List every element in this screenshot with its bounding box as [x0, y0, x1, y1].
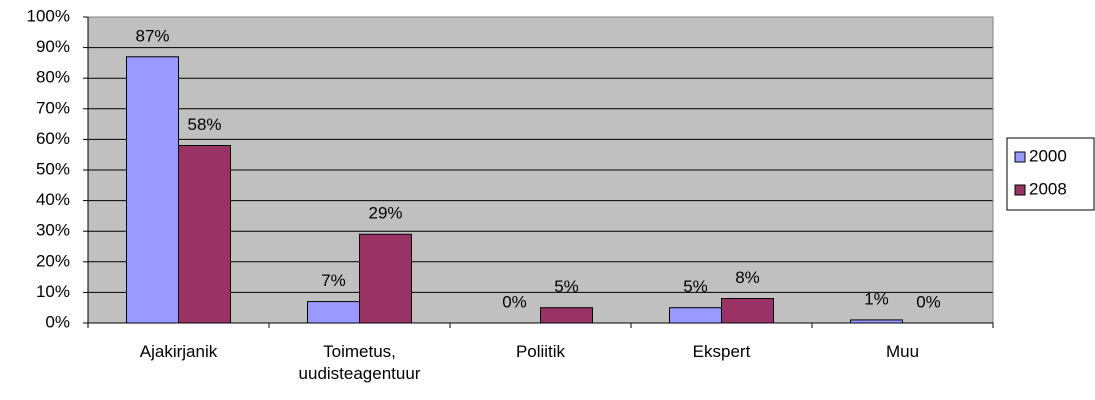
legend-label: 2008	[1029, 179, 1067, 198]
bar	[178, 145, 231, 324]
bar	[307, 301, 360, 324]
x-tick-label: Toimetus, uudisteagentuur	[298, 342, 421, 383]
y-tick-label: 40%	[36, 190, 70, 209]
bar	[540, 307, 593, 324]
legend-swatch	[1014, 184, 1026, 196]
y-tick-label: 60%	[36, 129, 70, 148]
bar	[669, 307, 722, 324]
bar	[850, 319, 903, 324]
legend-label: 2000	[1029, 146, 1067, 165]
y-tick-label: 20%	[36, 251, 70, 270]
value-label: 5%	[554, 277, 579, 296]
value-label: 8%	[735, 268, 760, 287]
y-tick-label: 0%	[45, 312, 70, 331]
bar	[126, 56, 179, 324]
y-tick-label: 100%	[27, 6, 70, 25]
y-tick-label: 50%	[36, 159, 70, 178]
value-label: 87%	[135, 26, 169, 45]
legend-box	[1006, 137, 1095, 211]
value-label: 1%	[864, 289, 889, 308]
y-tick-label: 90%	[36, 37, 70, 56]
bar	[359, 233, 412, 324]
y-tick-label: 10%	[36, 282, 70, 301]
legend-swatch	[1014, 151, 1026, 163]
bar	[721, 298, 774, 324]
value-label: 58%	[187, 115, 221, 134]
x-tick-label: Muu	[885, 342, 920, 361]
y-tick-label: 70%	[36, 98, 70, 117]
x-tick-label: Poliitik	[515, 342, 566, 361]
y-tick-label: 80%	[36, 68, 70, 87]
value-label: 5%	[683, 277, 708, 296]
value-label: 7%	[321, 271, 346, 290]
x-tick-label: Ajakirjanik	[139, 342, 218, 361]
value-label: 0%	[502, 292, 527, 311]
x-tick-label: Ekspert	[692, 342, 751, 361]
value-label: 0%	[916, 292, 941, 311]
y-tick-label: 30%	[36, 221, 70, 240]
value-label: 29%	[368, 204, 402, 223]
